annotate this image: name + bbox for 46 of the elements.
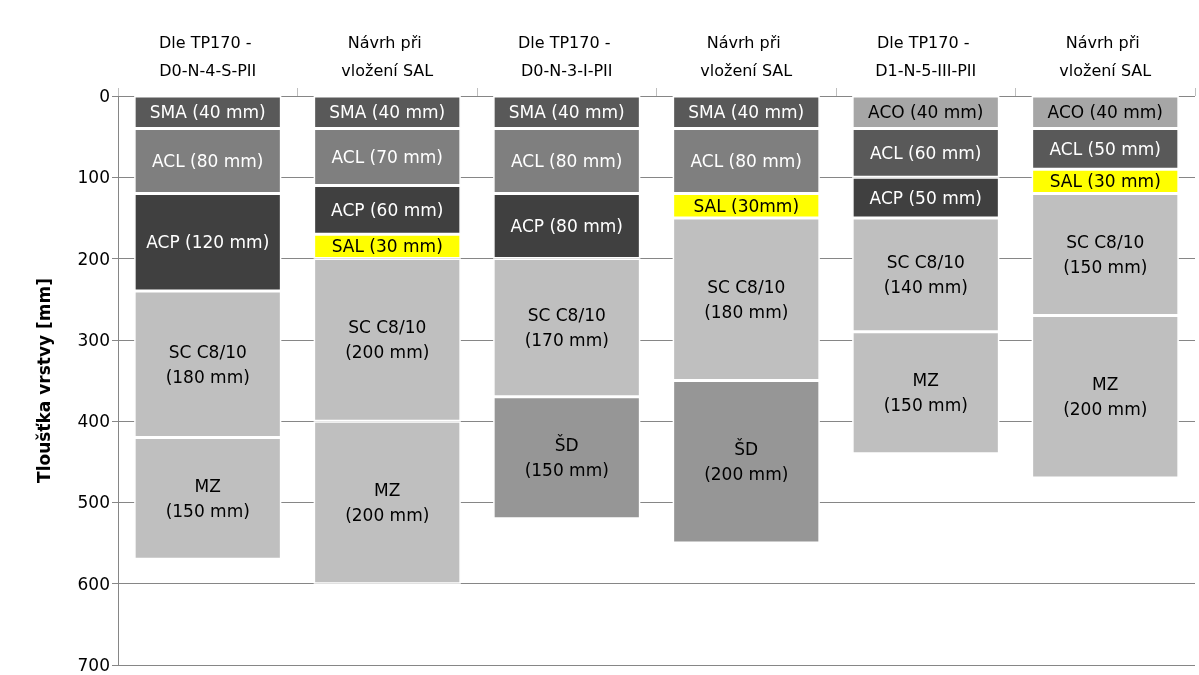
data-label: SMA (40 mm) <box>329 102 446 123</box>
data-label: ACL (80 mm) <box>511 151 623 172</box>
data-label: SC C8/10 (140 mm) <box>883 252 968 298</box>
y-tick-label: 400 <box>77 411 110 432</box>
data-label: SC C8/10 (180 mm) <box>704 276 789 322</box>
data-label: SAL (30 mm) <box>1049 171 1161 192</box>
y-axis-title: Tloušťka vrstvy [mm] <box>33 278 54 483</box>
data-label: SMA (40 mm) <box>688 102 805 123</box>
y-tick-label: 500 <box>77 492 110 513</box>
data-label: SC C8/10 (170 mm) <box>524 305 609 351</box>
x-tick-label: Návrh při vložení SAL <box>1059 32 1152 80</box>
data-label: SAL (30 mm) <box>331 236 443 257</box>
data-label: MZ (150 mm) <box>883 370 968 416</box>
data-label: ACL (60 mm) <box>870 142 982 163</box>
data-label: SMA (40 mm) <box>149 102 266 123</box>
data-label: ŠD (150 mm) <box>524 434 609 481</box>
data-label: ACL (80 mm) <box>152 151 264 172</box>
y-tick-label: 600 <box>77 573 110 594</box>
data-label: SC C8/10 (180 mm) <box>165 341 250 387</box>
y-tick-label: 200 <box>77 248 110 269</box>
data-label: ACP (80 mm) <box>510 216 623 237</box>
data-label: ACL (70 mm) <box>331 146 443 167</box>
data-label: ACL (50 mm) <box>1049 138 1161 159</box>
y-tick-label: 0 <box>99 86 110 106</box>
data-label: ACO (40 mm) <box>868 102 984 123</box>
data-label: ACP (120 mm) <box>146 232 270 253</box>
y-tick-label: 100 <box>77 167 110 188</box>
x-tick-label: Návrh při vložení SAL <box>700 32 793 80</box>
x-tick-label: Návrh při vložení SAL <box>341 32 434 80</box>
y-tick-label: 700 <box>77 655 110 675</box>
data-label: ACP (50 mm) <box>869 187 982 208</box>
data-label: ACL (80 mm) <box>690 151 802 172</box>
data-label: SAL (30mm) <box>693 195 800 216</box>
y-tick-label: 300 <box>77 329 110 350</box>
data-label: ACP (60 mm) <box>331 199 444 220</box>
x-tick-label: Dle TP170 - D0-N-3-I-PII <box>517 32 616 80</box>
data-label: SC C8/10 (150 mm) <box>1063 232 1148 278</box>
data-label: ACO (40 mm) <box>1047 102 1163 123</box>
data-label: MZ (200 mm) <box>1063 374 1148 420</box>
data-label: MZ (200 mm) <box>345 479 430 525</box>
data-label: ŠD (200 mm) <box>704 438 789 485</box>
data-label: SMA (40 mm) <box>508 102 625 123</box>
x-tick-label: Dle TP170 - D0-N-4-S-PII <box>158 32 257 80</box>
data-label: SC C8/10 (200 mm) <box>345 317 430 363</box>
x-tick-label: Dle TP170 - D1-N-5-III-PII <box>875 32 977 80</box>
data-label: MZ (150 mm) <box>165 475 250 521</box>
